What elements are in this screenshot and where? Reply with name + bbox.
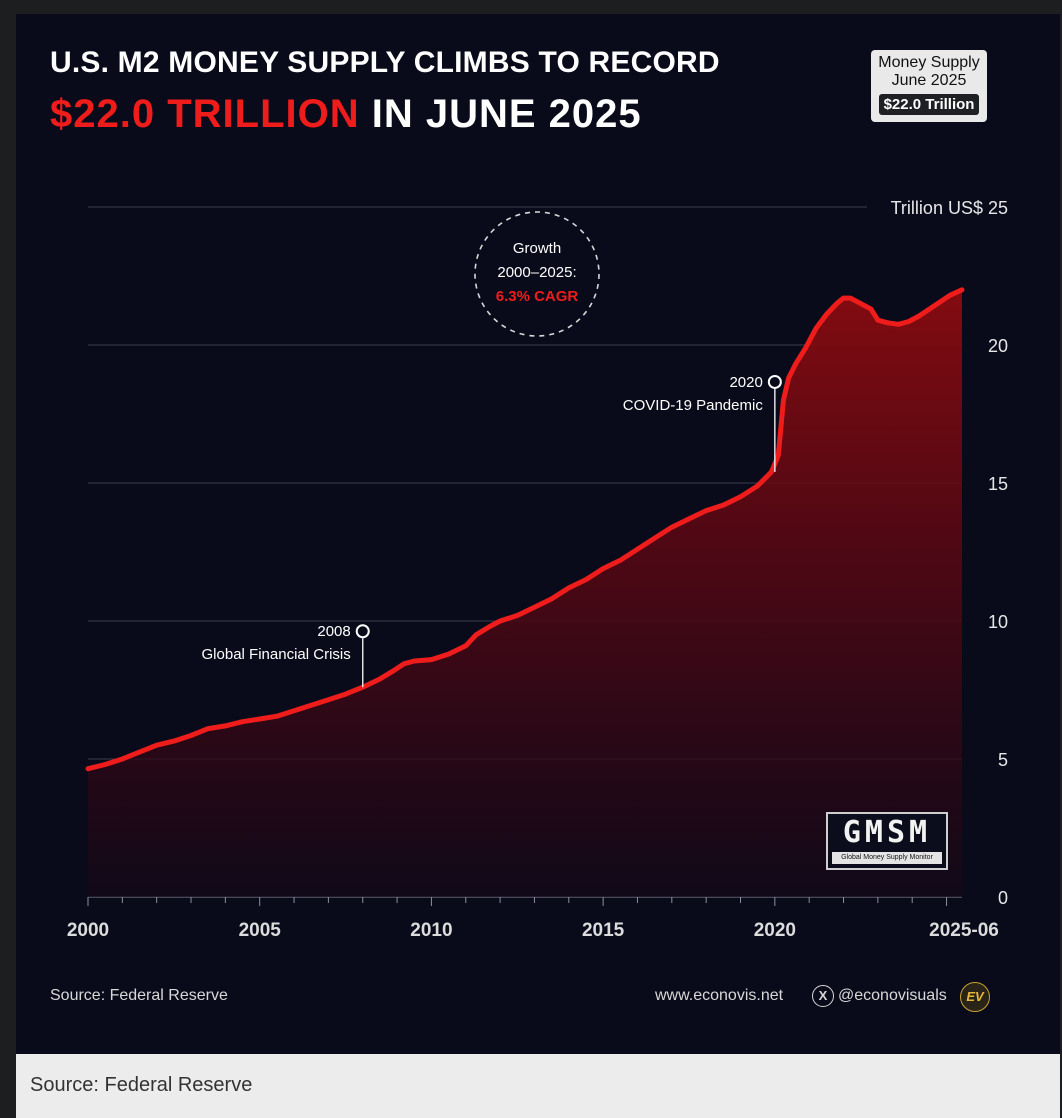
x-tick-label-2020: 2020 [754, 920, 796, 941]
annotation-year-2020: 2020 [729, 374, 762, 391]
x-tick-label-2005: 2005 [239, 920, 282, 941]
econovis-logo-icon: EV [960, 982, 990, 1012]
footer-social-handle[interactable]: @econovisuals [838, 987, 947, 1004]
y-tick-label-5: 5 [998, 750, 1008, 770]
gmsm-letters: GMSM [842, 815, 932, 850]
title-highlight: $22.0 TRILLION [50, 92, 360, 136]
badge-line-1: Money Supply [878, 54, 980, 71]
badge-value: $22.0 Trillion [878, 94, 980, 115]
area-fill [88, 289, 962, 897]
growth-note-line-2: 2000–2025: [497, 264, 576, 281]
y-tick-label-10: 10 [988, 612, 1008, 632]
x-tick-label-2015: 2015 [582, 920, 625, 941]
caption-text: Source: Federal Reserve [30, 1074, 253, 1096]
x-tick-label-2010: 2010 [410, 920, 452, 941]
title-line-2: $22.0 TRILLION IN JUNE 2025 [50, 92, 642, 137]
annotation-year-2008: 2008 [317, 623, 350, 640]
annotation-marker-2020 [767, 374, 782, 389]
footer-website-link[interactable]: www.econovis.net [655, 987, 784, 1004]
badge-line-2: June 2025 [891, 72, 967, 89]
money-supply-badge: Money Supply June 2025 $22.0 Trillion [871, 50, 987, 122]
footer-source: Source: Federal Reserve [50, 987, 228, 1004]
y-tick-label-25: Trillion US$ 25 [891, 198, 1008, 218]
gmsm-subtitle: Global Money Supply Monitor [832, 852, 942, 864]
growth-note: Growth 2000–2025: 6.3% CAGR [474, 211, 600, 337]
growth-note-line-3: 6.3% CAGR [496, 288, 579, 305]
annotation-label-2020: COVID-19 Pandemic [623, 397, 764, 414]
caption-bar: Source: Federal Reserve [16, 1054, 1060, 1118]
x-tick-label-2000: 2000 [67, 920, 109, 941]
annotation-label-2008: Global Financial Crisis [202, 646, 351, 663]
series-line [85, 287, 965, 772]
annotation-marker-2008 [355, 624, 370, 639]
growth-note-circle [474, 211, 600, 337]
growth-note-line-1: Growth [513, 240, 561, 257]
x-icon: X [812, 985, 834, 1007]
annotation-layer: 2008 Global Financial Crisis 2020 COVID-19 … [202, 374, 782, 688]
gmsm-logo: GMSM Global Money Supply Monitor [826, 812, 948, 870]
y-tick-label-15: 15 [988, 474, 1008, 494]
x-tick-label-2025-06: 2025-06 [929, 920, 999, 941]
title-rest: IN JUNE 2025 [359, 92, 642, 136]
y-tick-label-0: 0 [998, 888, 1008, 908]
title-line-1: U.S. M2 MONEY SUPPLY CLIMBS TO RECORD [50, 46, 720, 79]
y-tick-label-20: 20 [988, 336, 1008, 356]
